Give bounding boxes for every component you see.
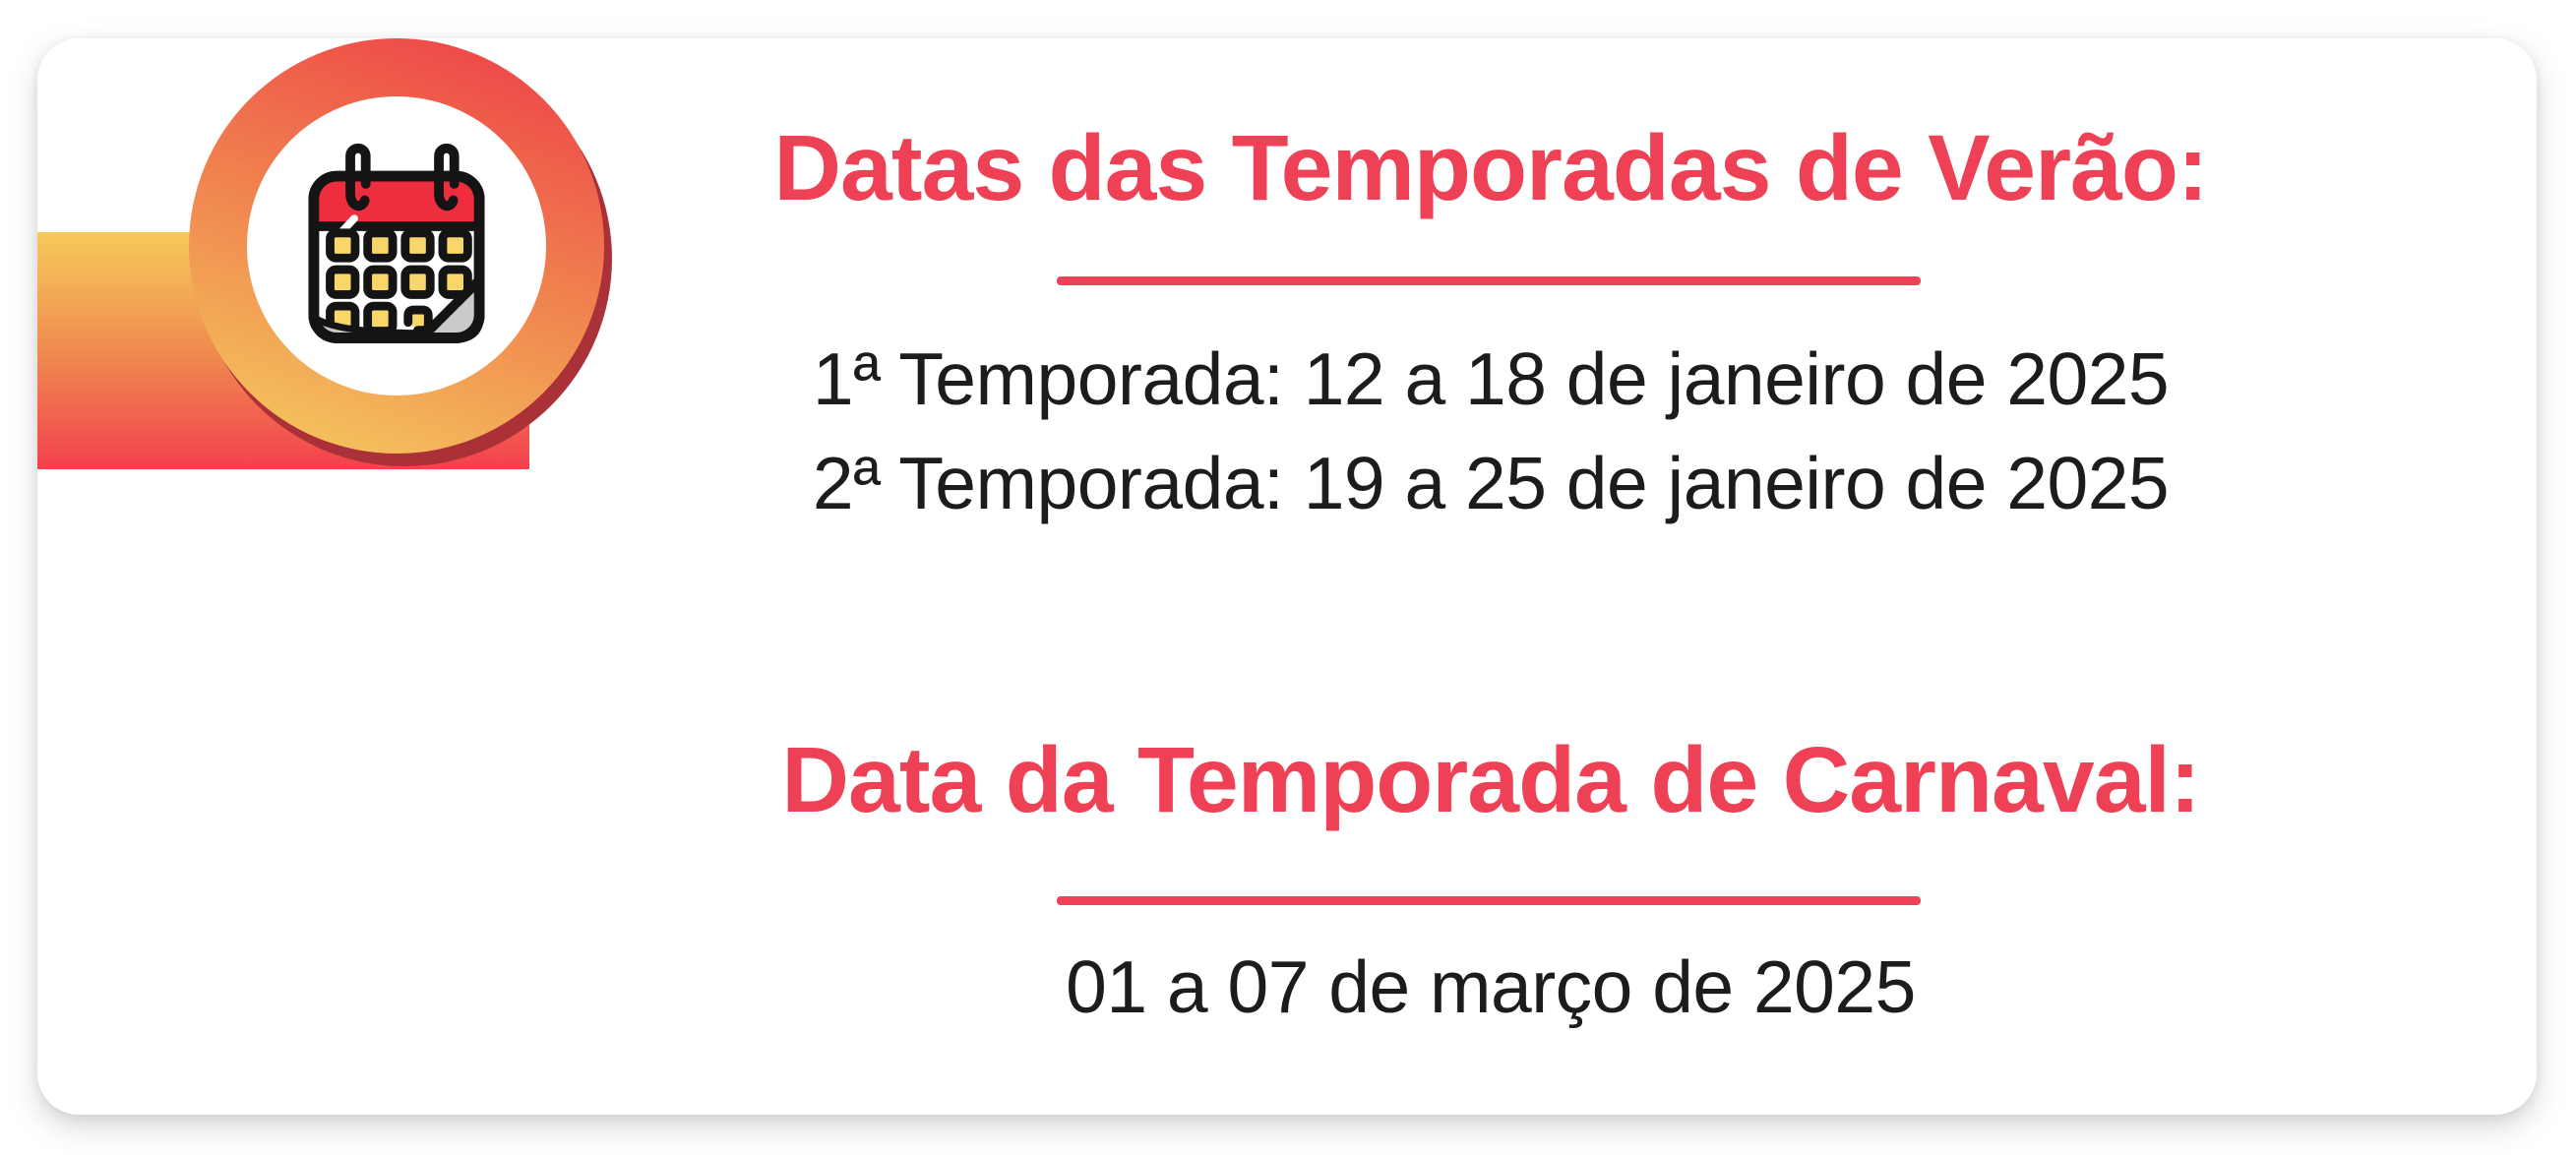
summer-season-1-dates: 1ª Temporada: 12 a 18 de janeiro de 2025 — [812, 337, 2170, 420]
calendar-icon — [308, 143, 485, 343]
summer-seasons-heading: Datas das Temporadas de Verão: — [773, 116, 2208, 220]
summer-heading-divider — [1057, 276, 1921, 285]
carnival-heading-divider — [1057, 896, 1921, 905]
calendar-badge — [189, 38, 604, 454]
badge-inner-circle — [247, 96, 546, 395]
summer-season-2-dates: 2ª Temporada: 19 a 25 de janeiro de 2025 — [812, 442, 2170, 524]
carnival-season-dates: 01 a 07 de março de 2025 — [1066, 945, 1916, 1028]
carnival-season-heading: Data da Temporada de Carnaval: — [781, 728, 2200, 832]
